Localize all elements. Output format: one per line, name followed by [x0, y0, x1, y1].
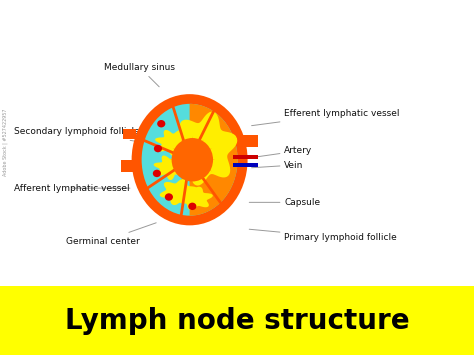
Text: Efferent lymphatic vessel: Efferent lymphatic vessel: [252, 109, 400, 126]
Ellipse shape: [153, 170, 161, 177]
Ellipse shape: [142, 104, 237, 215]
Text: Germinal center: Germinal center: [66, 223, 156, 246]
Polygon shape: [121, 160, 136, 171]
Ellipse shape: [157, 120, 165, 127]
Polygon shape: [177, 187, 213, 210]
Polygon shape: [198, 163, 212, 171]
Text: Secondary lymphoid follicle: Secondary lymphoid follicle: [14, 127, 140, 142]
Ellipse shape: [154, 145, 162, 152]
Text: Medullary sinus: Medullary sinus: [104, 63, 175, 87]
Text: Afferent lymphatic vessel: Afferent lymphatic vessel: [14, 184, 130, 193]
Polygon shape: [181, 166, 190, 180]
Polygon shape: [173, 148, 187, 157]
Text: Primary lymphoid follicle: Primary lymphoid follicle: [249, 229, 397, 242]
Text: Vein: Vein: [252, 160, 304, 170]
FancyBboxPatch shape: [233, 154, 258, 159]
Polygon shape: [198, 148, 212, 157]
Polygon shape: [123, 129, 136, 138]
Polygon shape: [195, 139, 204, 154]
Text: Artery: Artery: [252, 146, 313, 158]
Polygon shape: [173, 111, 237, 186]
Ellipse shape: [172, 138, 213, 181]
Polygon shape: [160, 179, 198, 205]
Text: Adobe Stock | #527422957: Adobe Stock | #527422957: [3, 108, 9, 176]
FancyBboxPatch shape: [233, 163, 258, 167]
Polygon shape: [173, 163, 187, 171]
Ellipse shape: [188, 203, 196, 210]
Polygon shape: [155, 130, 191, 156]
Polygon shape: [154, 155, 187, 180]
Polygon shape: [190, 104, 237, 215]
Polygon shape: [199, 159, 215, 161]
Polygon shape: [243, 135, 258, 147]
FancyBboxPatch shape: [0, 286, 474, 355]
Polygon shape: [169, 159, 186, 161]
Ellipse shape: [165, 193, 173, 201]
Ellipse shape: [135, 98, 244, 222]
Text: Lymph node structure: Lymph node structure: [64, 307, 410, 334]
Polygon shape: [195, 166, 204, 180]
Polygon shape: [181, 139, 190, 154]
Polygon shape: [191, 136, 193, 152]
Text: Capsule: Capsule: [249, 198, 320, 207]
Polygon shape: [191, 167, 193, 183]
